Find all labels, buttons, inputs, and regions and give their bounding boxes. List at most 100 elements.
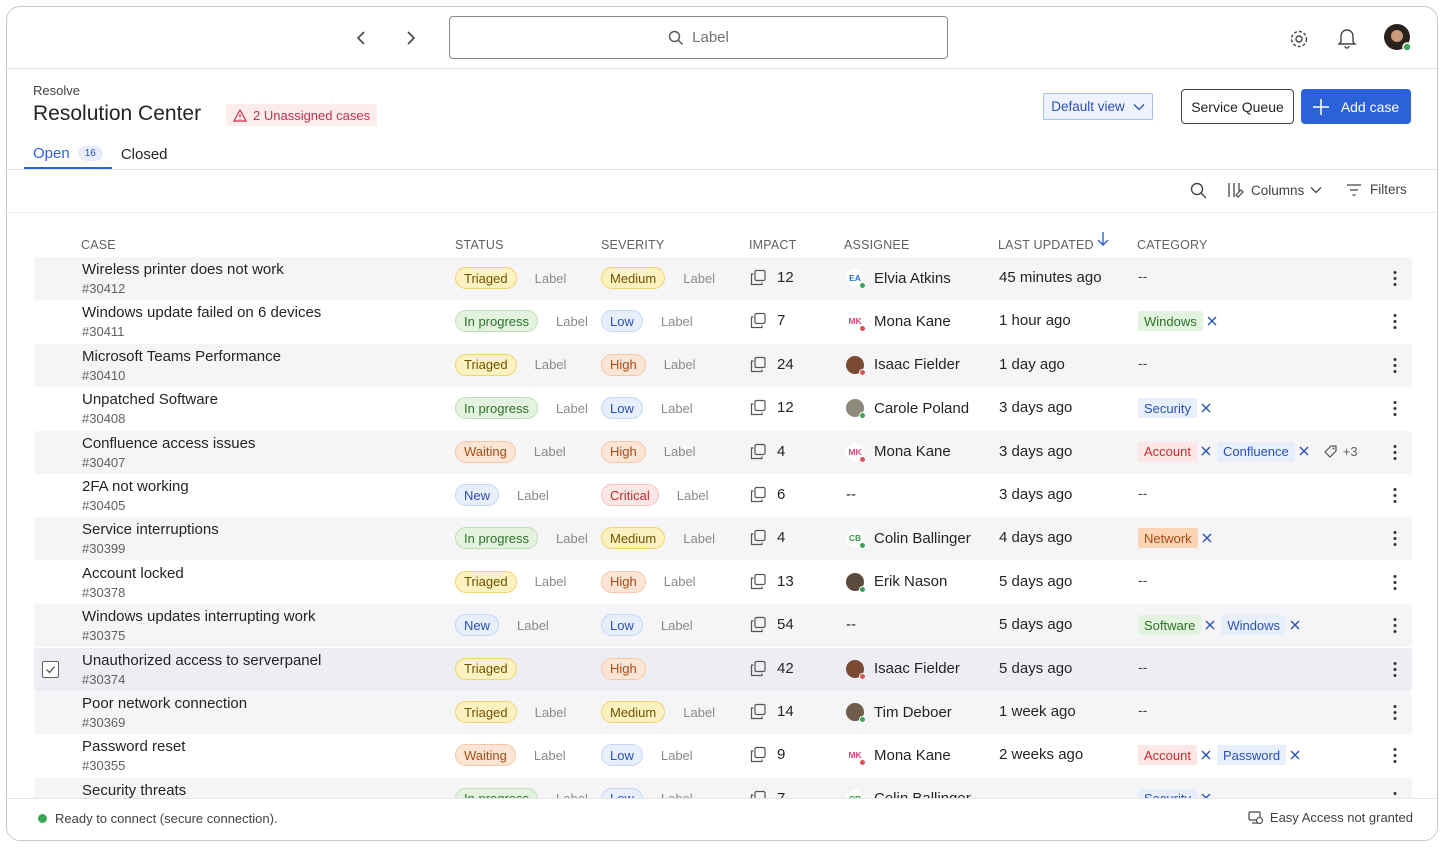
case-title[interactable]: Wireless printer does not work (82, 261, 284, 278)
case-title[interactable]: Windows updates interrupting work (82, 608, 316, 626)
severity-label[interactable]: Label (676, 487, 709, 503)
severity-pill[interactable]: Low (601, 614, 643, 637)
status-pill[interactable]: Waiting (455, 440, 516, 463)
severity-label[interactable]: Label (663, 574, 696, 590)
status-label[interactable]: Label (533, 747, 566, 763)
row-menu[interactable] (1392, 791, 1398, 798)
severity-pill[interactable]: Critical (601, 484, 659, 506)
category-tag[interactable]: Windows (1138, 311, 1203, 332)
severity-label[interactable]: Label (683, 270, 716, 286)
table-row[interactable]: Poor network connection #30369 Triaged Labe… (34, 691, 1412, 734)
assignee-name[interactable]: Mona Kane (874, 443, 951, 461)
severity-label[interactable]: Label (653, 788, 701, 798)
remove-tag[interactable] (1205, 617, 1215, 634)
severity-pill[interactable]: Medium (601, 527, 666, 550)
category-tag[interactable]: Security (1138, 398, 1197, 419)
severity-label[interactable]: Label (683, 530, 716, 546)
case-title[interactable]: Service interruptions (82, 521, 219, 539)
case-title[interactable]: Unauthorized access to serverpanel (82, 651, 322, 669)
category-tag[interactable]: Windows (1221, 615, 1287, 636)
remove-tag[interactable] (1201, 790, 1211, 798)
table-search-button[interactable] (1190, 182, 1208, 200)
status-label[interactable]: Label (534, 270, 567, 286)
assignee-name[interactable]: Colin Ballinger (874, 529, 971, 547)
table-row[interactable]: 2FA not working #30405 New Label Critical Lab… (34, 474, 1412, 517)
case-title[interactable]: Password reset (82, 738, 186, 756)
category-tag[interactable]: Confluence (1216, 441, 1295, 462)
status-pill[interactable]: New (455, 614, 500, 637)
case-title[interactable]: Unpatched Software (82, 391, 218, 409)
assignee-name[interactable]: -- (846, 616, 856, 634)
table-row[interactable]: Microsoft Teams Performance #30410 Triaged… (34, 343, 1412, 387)
severity-label[interactable]: Label (663, 444, 696, 460)
assignee-name[interactable]: -- (846, 486, 856, 503)
case-title[interactable]: Windows update failed on 6 devices (82, 304, 322, 322)
severity-pill[interactable]: Low (601, 744, 643, 767)
add-case-button[interactable]: Add case (1301, 89, 1411, 124)
table-row[interactable]: Windows update failed on 6 devices #30411… (34, 300, 1412, 343)
table-row[interactable]: Unauthorized access to serverpanel #30374… (34, 647, 1412, 691)
status-label[interactable]: Label (517, 617, 549, 633)
settings-button[interactable] (1288, 28, 1310, 50)
severity-pill[interactable]: High (601, 570, 646, 593)
column-header[interactable]: LAST UPDATED (998, 238, 1094, 252)
breadcrumb[interactable]: Resolve (33, 83, 80, 98)
assignee-name[interactable]: Elvia Atkins (874, 269, 951, 287)
category-tag[interactable]: Account (1138, 441, 1197, 462)
severity-label[interactable]: Label (660, 747, 693, 763)
row-menu[interactable] (1392, 400, 1398, 422)
status-pill[interactable]: Triaged (455, 570, 517, 593)
status-label[interactable]: Label (534, 357, 567, 373)
profile-avatar[interactable] (1384, 24, 1412, 52)
status-pill[interactable]: Triaged (455, 701, 517, 723)
category-tag[interactable]: Password (1216, 745, 1287, 766)
status-pill[interactable]: In progress (455, 397, 539, 420)
search-box[interactable]: Label (449, 16, 948, 59)
row-menu[interactable] (1392, 661, 1398, 683)
severity-label[interactable]: Label (660, 617, 693, 633)
remove-tag[interactable] (1201, 747, 1211, 764)
assignee-name[interactable]: Erik Nason (874, 573, 948, 591)
severity-pill[interactable]: Medium (601, 701, 666, 723)
status-pill[interactable]: Triaged (455, 657, 517, 680)
category-tag[interactable]: Network (1138, 528, 1198, 549)
category-tag[interactable]: Security (1138, 788, 1197, 798)
status-label[interactable]: Label (556, 400, 588, 416)
remove-tag[interactable] (1201, 400, 1211, 417)
status-label[interactable]: Label (556, 530, 588, 546)
severity-label[interactable]: Label (683, 704, 716, 720)
case-title[interactable]: 2FA not working (82, 478, 189, 495)
severity-label[interactable]: Label (660, 400, 693, 416)
case-title[interactable]: Security threats (82, 781, 187, 798)
table-row[interactable]: Wireless printer does not work #30412 Tria… (34, 257, 1412, 300)
status-label[interactable]: Label (534, 704, 567, 720)
severity-label[interactable]: Label (660, 313, 693, 329)
table-row[interactable]: Service interruptions #30399 In progress La… (34, 517, 1412, 561)
sort-descending-icon[interactable] (1096, 231, 1110, 247)
severity-pill[interactable]: High (601, 657, 646, 680)
more-tags[interactable]: +3 (1323, 444, 1358, 459)
status-label[interactable]: Label (517, 487, 549, 503)
table-row[interactable]: Password reset #30355 Waiting Label Low Label… (34, 734, 1412, 777)
status-pill[interactable]: Triaged (455, 353, 517, 376)
case-title[interactable]: Account locked (82, 564, 184, 582)
remove-tag[interactable] (1290, 617, 1300, 634)
assignee-name[interactable]: Tim Deboer (874, 703, 952, 721)
row-menu[interactable] (1392, 357, 1398, 379)
status-pill[interactable]: In progress (455, 527, 539, 550)
row-menu[interactable] (1392, 270, 1398, 292)
notifications-button[interactable] (1336, 27, 1358, 49)
columns-button[interactable]: Columns (1227, 181, 1322, 199)
remove-tag[interactable] (1202, 530, 1212, 547)
filters-button[interactable]: Filters (1346, 182, 1407, 197)
table-row[interactable]: Confluence access issues #30407 Waiting Lab… (34, 430, 1412, 474)
severity-pill[interactable]: Low (601, 787, 643, 798)
view-dropdown[interactable]: Default view (1043, 93, 1153, 120)
row-menu[interactable] (1392, 617, 1398, 639)
assignee-name[interactable]: Colin Ballinger (874, 790, 971, 798)
tab[interactable]: Open 16 (24, 140, 112, 169)
status-label[interactable]: Label (533, 444, 566, 460)
status-label[interactable]: Label (548, 788, 596, 798)
table-row[interactable]: Unpatched Software #30408 In progress Label… (34, 387, 1412, 430)
status-pill[interactable]: Triaged (455, 267, 517, 289)
